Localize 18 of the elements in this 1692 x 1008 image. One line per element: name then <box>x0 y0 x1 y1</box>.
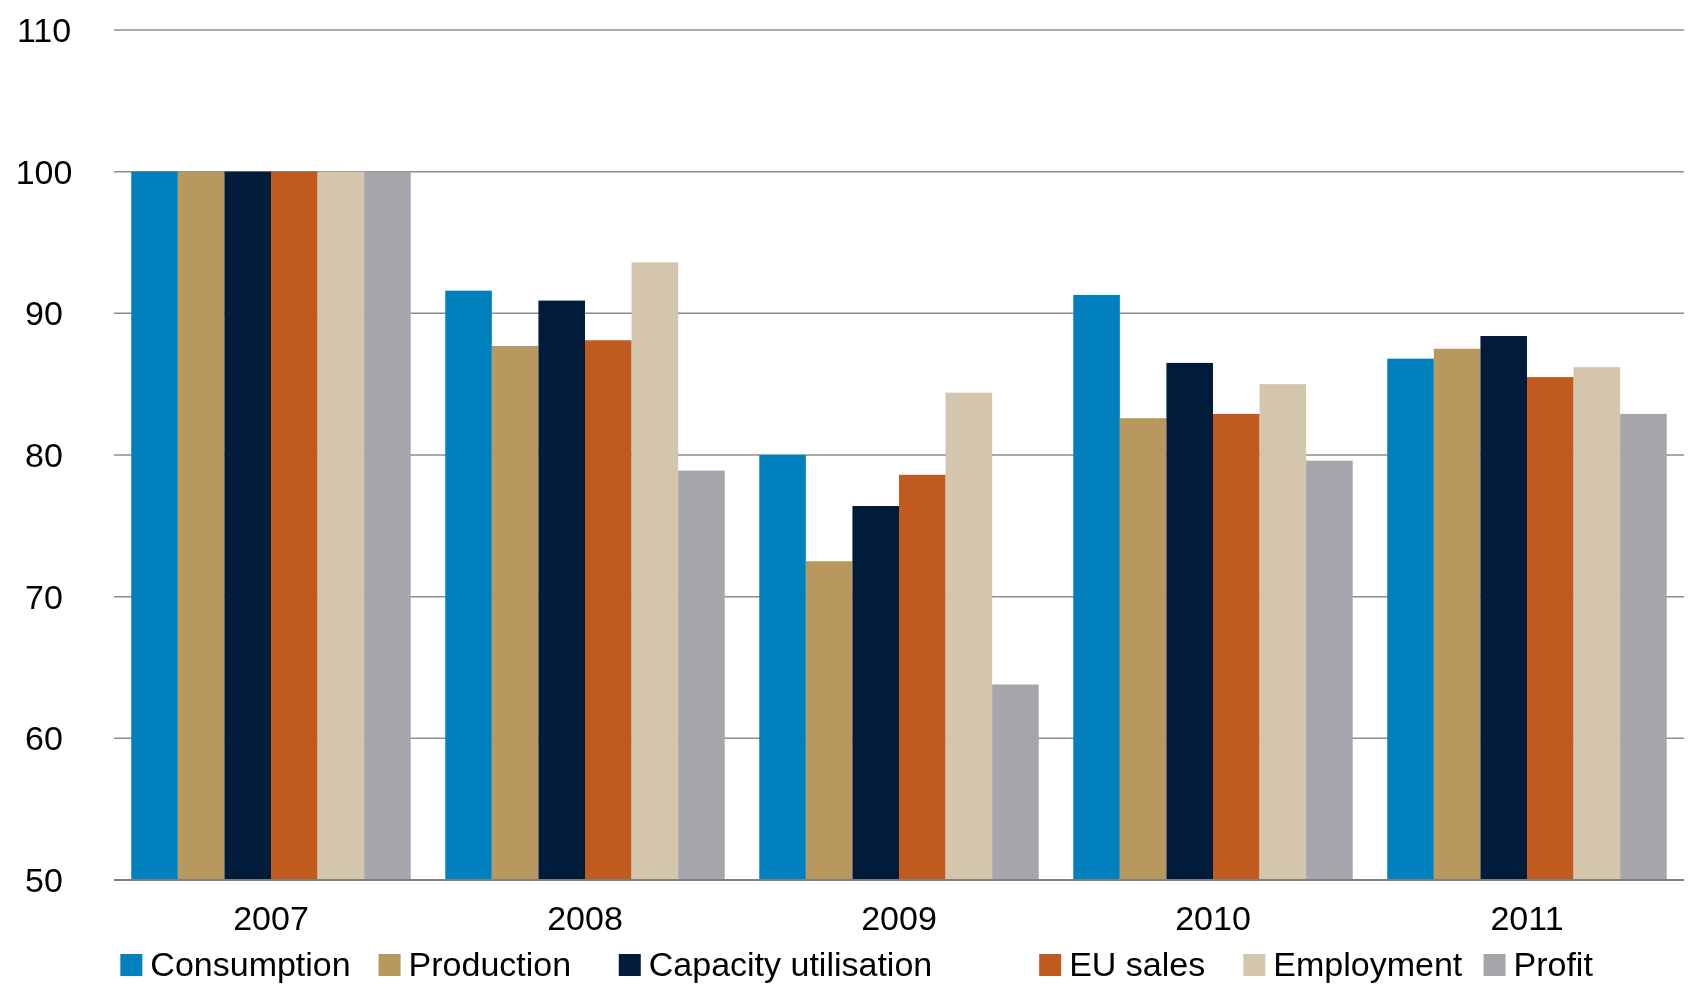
legend-label: EU sales <box>1069 945 1206 983</box>
x-tick-label: 2011 <box>1490 899 1564 937</box>
legend-label: Profit <box>1513 945 1594 983</box>
legend-label: Capacity utilisation <box>648 945 933 983</box>
x-tick-label: 2010 <box>1175 899 1251 937</box>
legend-label: Production <box>408 945 572 983</box>
x-tick-label: 2009 <box>861 899 937 937</box>
x-tick-label: 2008 <box>547 899 623 937</box>
legend-label: Employment <box>1273 945 1463 983</box>
x-tick-label: 2007 <box>233 899 309 937</box>
y-tick-label: 90 <box>25 294 63 333</box>
y-tick-label: 110 <box>16 10 72 49</box>
legend-label: Consumption <box>150 945 351 983</box>
y-tick-label: 50 <box>25 860 63 899</box>
y-tick-label: 100 <box>15 152 73 191</box>
y-tick-label: 70 <box>25 577 63 616</box>
y-tick-label: 80 <box>25 435 63 474</box>
y-tick-label: 60 <box>25 719 63 758</box>
